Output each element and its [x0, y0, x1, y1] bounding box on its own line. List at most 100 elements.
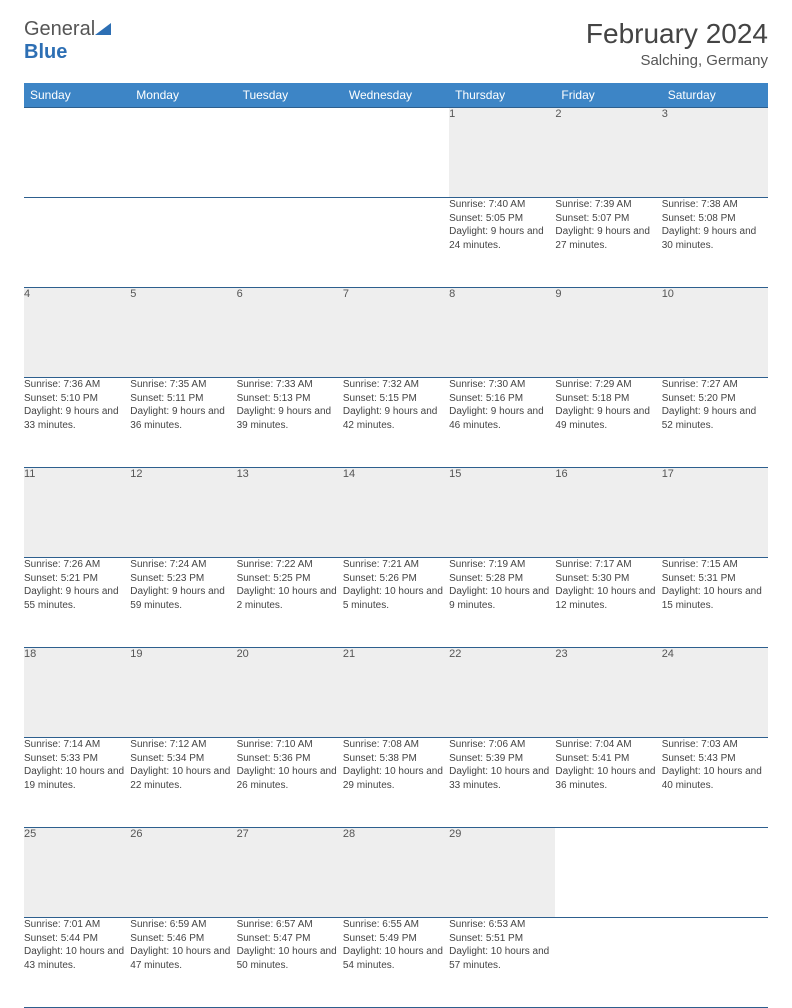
- day-info-cell: Sunrise: 7:01 AMSunset: 5:44 PMDaylight:…: [24, 918, 130, 1008]
- daylight-text: Daylight: 10 hours and 50 minutes.: [237, 945, 343, 972]
- day-info-cell: Sunrise: 7:26 AMSunset: 5:21 PMDaylight:…: [24, 558, 130, 648]
- info-row: Sunrise: 7:36 AMSunset: 5:10 PMDaylight:…: [24, 378, 768, 468]
- day-info-cell: Sunrise: 7:39 AMSunset: 5:07 PMDaylight:…: [555, 198, 661, 288]
- day-info-cell: Sunrise: 7:10 AMSunset: 5:36 PMDaylight:…: [237, 738, 343, 828]
- daylight-text: Daylight: 10 hours and 5 minutes.: [343, 585, 449, 612]
- sunset-text: Sunset: 5:15 PM: [343, 392, 449, 406]
- sunrise-text: Sunrise: 7:14 AM: [24, 738, 130, 752]
- daylight-text: Daylight: 10 hours and 54 minutes.: [343, 945, 449, 972]
- day-info-cell: [343, 198, 449, 288]
- sunrise-text: Sunrise: 7:15 AM: [662, 558, 768, 572]
- sunset-text: Sunset: 5:33 PM: [24, 752, 130, 766]
- month-title: February 2024: [586, 18, 768, 50]
- day-number-cell: 10: [662, 288, 768, 378]
- sunset-text: Sunset: 5:11 PM: [130, 392, 236, 406]
- day-info-cell: Sunrise: 7:12 AMSunset: 5:34 PMDaylight:…: [130, 738, 236, 828]
- sunset-text: Sunset: 5:16 PM: [449, 392, 555, 406]
- daylight-text: Daylight: 9 hours and 30 minutes.: [662, 225, 768, 252]
- sunrise-text: Sunrise: 7:35 AM: [130, 378, 236, 392]
- weekday-header: Thursday: [449, 83, 555, 108]
- sunset-text: Sunset: 5:25 PM: [237, 572, 343, 586]
- sunrise-text: Sunrise: 7:08 AM: [343, 738, 449, 752]
- day-number-cell: 26: [130, 828, 236, 918]
- daylight-text: Daylight: 10 hours and 15 minutes.: [662, 585, 768, 612]
- day-number-cell: 27: [237, 828, 343, 918]
- sunset-text: Sunset: 5:08 PM: [662, 212, 768, 226]
- sunrise-text: Sunrise: 6:59 AM: [130, 918, 236, 932]
- weekday-header: Wednesday: [343, 83, 449, 108]
- daynum-row: 123: [24, 108, 768, 198]
- daylight-text: Daylight: 9 hours and 42 minutes.: [343, 405, 449, 432]
- day-info-cell: [237, 198, 343, 288]
- day-number-cell: 28: [343, 828, 449, 918]
- day-info-cell: Sunrise: 7:19 AMSunset: 5:28 PMDaylight:…: [449, 558, 555, 648]
- day-info-cell: Sunrise: 7:38 AMSunset: 5:08 PMDaylight:…: [662, 198, 768, 288]
- sunrise-text: Sunrise: 7:33 AM: [237, 378, 343, 392]
- day-info-cell: Sunrise: 7:32 AMSunset: 5:15 PMDaylight:…: [343, 378, 449, 468]
- sunrise-text: Sunrise: 7:21 AM: [343, 558, 449, 572]
- day-number-cell: 4: [24, 288, 130, 378]
- sunset-text: Sunset: 5:18 PM: [555, 392, 661, 406]
- day-info-cell: Sunrise: 7:24 AMSunset: 5:23 PMDaylight:…: [130, 558, 236, 648]
- sunrise-text: Sunrise: 7:22 AM: [237, 558, 343, 572]
- daylight-text: Daylight: 10 hours and 26 minutes.: [237, 765, 343, 792]
- day-number-cell: 19: [130, 648, 236, 738]
- sunset-text: Sunset: 5:28 PM: [449, 572, 555, 586]
- day-info-cell: Sunrise: 7:29 AMSunset: 5:18 PMDaylight:…: [555, 378, 661, 468]
- daylight-text: Daylight: 10 hours and 22 minutes.: [130, 765, 236, 792]
- daylight-text: Daylight: 10 hours and 40 minutes.: [662, 765, 768, 792]
- sunset-text: Sunset: 5:36 PM: [237, 752, 343, 766]
- logo: General Blue: [24, 18, 113, 64]
- day-info-cell: Sunrise: 6:59 AMSunset: 5:46 PMDaylight:…: [130, 918, 236, 1008]
- sunset-text: Sunset: 5:26 PM: [343, 572, 449, 586]
- day-number-cell: 21: [343, 648, 449, 738]
- day-number-cell: 3: [662, 108, 768, 198]
- day-number-cell: 8: [449, 288, 555, 378]
- day-info-cell: Sunrise: 7:22 AMSunset: 5:25 PMDaylight:…: [237, 558, 343, 648]
- sunrise-text: Sunrise: 7:36 AM: [24, 378, 130, 392]
- day-number-cell: [555, 828, 661, 918]
- sunset-text: Sunset: 5:21 PM: [24, 572, 130, 586]
- day-info-cell: Sunrise: 7:21 AMSunset: 5:26 PMDaylight:…: [343, 558, 449, 648]
- sunset-text: Sunset: 5:47 PM: [237, 932, 343, 946]
- sunrise-text: Sunrise: 6:57 AM: [237, 918, 343, 932]
- info-row: Sunrise: 7:01 AMSunset: 5:44 PMDaylight:…: [24, 918, 768, 1008]
- title-block: February 2024 Salching, Germany: [586, 18, 768, 69]
- day-number-cell: 11: [24, 468, 130, 558]
- weekday-header: Monday: [130, 83, 236, 108]
- day-info-cell: Sunrise: 7:30 AMSunset: 5:16 PMDaylight:…: [449, 378, 555, 468]
- day-info-cell: [24, 198, 130, 288]
- day-number-cell: 12: [130, 468, 236, 558]
- sunrise-text: Sunrise: 7:39 AM: [555, 198, 661, 212]
- header: General Blue February 2024 Salching, Ger…: [24, 18, 768, 69]
- day-number-cell: 6: [237, 288, 343, 378]
- info-row: Sunrise: 7:40 AMSunset: 5:05 PMDaylight:…: [24, 198, 768, 288]
- day-number-cell: 17: [662, 468, 768, 558]
- sunset-text: Sunset: 5:34 PM: [130, 752, 236, 766]
- daylight-text: Daylight: 9 hours and 49 minutes.: [555, 405, 661, 432]
- daylight-text: Daylight: 9 hours and 46 minutes.: [449, 405, 555, 432]
- sunrise-text: Sunrise: 7:04 AM: [555, 738, 661, 752]
- daylight-text: Daylight: 9 hours and 27 minutes.: [555, 225, 661, 252]
- day-number-cell: 5: [130, 288, 236, 378]
- sunset-text: Sunset: 5:51 PM: [449, 932, 555, 946]
- day-info-cell: Sunrise: 7:06 AMSunset: 5:39 PMDaylight:…: [449, 738, 555, 828]
- sunset-text: Sunset: 5:31 PM: [662, 572, 768, 586]
- day-number-cell: 13: [237, 468, 343, 558]
- day-number-cell: 25: [24, 828, 130, 918]
- day-info-cell: [555, 918, 661, 1008]
- sunset-text: Sunset: 5:43 PM: [662, 752, 768, 766]
- sunset-text: Sunset: 5:44 PM: [24, 932, 130, 946]
- sunset-text: Sunset: 5:10 PM: [24, 392, 130, 406]
- weekday-header-row: SundayMondayTuesdayWednesdayThursdayFrid…: [24, 83, 768, 108]
- sunrise-text: Sunrise: 7:12 AM: [130, 738, 236, 752]
- day-number-cell: [343, 108, 449, 198]
- daylight-text: Daylight: 10 hours and 47 minutes.: [130, 945, 236, 972]
- daylight-text: Daylight: 10 hours and 57 minutes.: [449, 945, 555, 972]
- logo-sail-icon: [93, 20, 113, 43]
- day-number-cell: 7: [343, 288, 449, 378]
- sunrise-text: Sunrise: 7:30 AM: [449, 378, 555, 392]
- location: Salching, Germany: [586, 52, 768, 69]
- daylight-text: Daylight: 9 hours and 36 minutes.: [130, 405, 236, 432]
- day-info-cell: Sunrise: 7:14 AMSunset: 5:33 PMDaylight:…: [24, 738, 130, 828]
